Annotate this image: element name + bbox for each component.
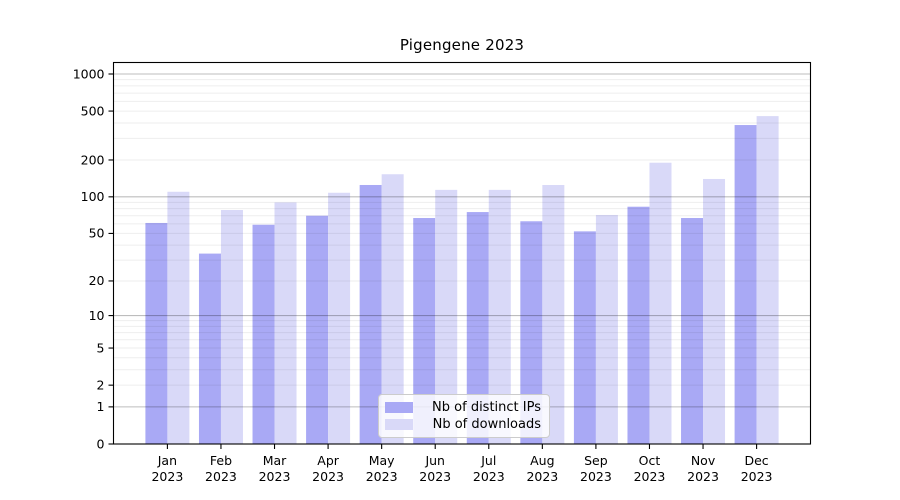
x-tick-label-month: Jul — [480, 453, 496, 468]
x-tick-label-month: May — [369, 453, 395, 468]
bar-downloads — [220, 209, 243, 444]
bar-downloads — [703, 178, 726, 444]
bar-downloads — [381, 174, 404, 444]
legend-swatch-distinct-ips — [385, 402, 413, 413]
y-tick-label: 1000 — [73, 66, 105, 81]
bar-downloads — [488, 189, 511, 444]
bar-distinct-ips — [681, 218, 704, 444]
bar-distinct-ips — [466, 212, 489, 444]
x-tick-label-year: 2023 — [473, 469, 505, 484]
x-tick-label-year: 2023 — [634, 469, 666, 484]
x-tick-label-year: 2023 — [205, 469, 237, 484]
bar-distinct-ips — [413, 218, 436, 444]
legend-item-distinct-ips: Nb of distinct IPs — [385, 400, 541, 415]
bar-downloads — [756, 116, 779, 444]
bar-downloads — [595, 214, 618, 444]
x-tick-label-year: 2023 — [741, 469, 773, 484]
chart-title: Pigengene 2023 — [399, 36, 525, 54]
x-tick-label-year: 2023 — [526, 469, 558, 484]
bar-downloads — [435, 189, 458, 444]
bar-distinct-ips — [520, 221, 543, 444]
legend: Nb of distinct IPs Nb of downloads — [378, 394, 550, 438]
plot-border — [112, 61, 812, 445]
bar-distinct-ips — [145, 222, 168, 444]
x-tick-label-month: Feb — [210, 453, 232, 468]
legend-swatch-downloads — [385, 419, 413, 430]
x-tick-label-year: 2023 — [151, 469, 183, 484]
bar-distinct-ips — [198, 253, 221, 444]
bar-distinct-ips — [734, 125, 757, 444]
x-tick-label-month: Mar — [263, 453, 287, 468]
y-tick-label: 100 — [81, 189, 105, 204]
bar-downloads — [167, 191, 190, 444]
x-tick-label-month: Nov — [691, 453, 716, 468]
x-tick-label-year: 2023 — [259, 469, 291, 484]
x-tick-label-month: Apr — [317, 453, 339, 468]
x-tick-label-month: Jun — [424, 453, 445, 468]
y-tick-label: 500 — [81, 103, 105, 118]
bar-distinct-ips — [252, 224, 275, 444]
bar-distinct-ips — [573, 231, 596, 444]
legend-item-downloads: Nb of downloads — [385, 417, 541, 432]
bar-distinct-ips — [306, 215, 329, 444]
x-tick-label-month: Aug — [530, 453, 554, 468]
y-tick-label: 1 — [97, 399, 105, 414]
x-tick-label-year: 2023 — [419, 469, 451, 484]
x-tick-label-year: 2023 — [312, 469, 344, 484]
bar-downloads — [328, 192, 351, 444]
x-tick-label-year: 2023 — [687, 469, 719, 484]
x-tick-label-month: Jan — [157, 453, 177, 468]
y-tick-label: 200 — [81, 152, 105, 167]
y-tick-label: 2 — [97, 377, 105, 392]
x-tick-label-month: Dec — [744, 453, 768, 468]
bar-downloads — [542, 184, 565, 445]
y-tick-label: 20 — [89, 273, 105, 288]
legend-label-distinct-ips: Nb of distinct IPs — [432, 400, 541, 415]
x-tick-label-month: Oct — [639, 453, 661, 468]
x-tick-label-month: Sep — [584, 453, 608, 468]
x-tick-label-year: 2023 — [366, 469, 398, 484]
x-tick-label-year: 2023 — [580, 469, 612, 484]
bar-downloads — [649, 162, 672, 444]
y-tick-label: 5 — [97, 340, 105, 355]
legend-label-downloads: Nb of downloads — [432, 417, 541, 432]
y-tick-label: 50 — [89, 226, 105, 241]
bar-downloads — [274, 202, 297, 444]
y-tick-label: 0 — [97, 436, 105, 451]
y-tick-label: 10 — [89, 308, 105, 323]
bar-distinct-ips — [627, 206, 650, 444]
bar-distinct-ips — [359, 184, 382, 445]
